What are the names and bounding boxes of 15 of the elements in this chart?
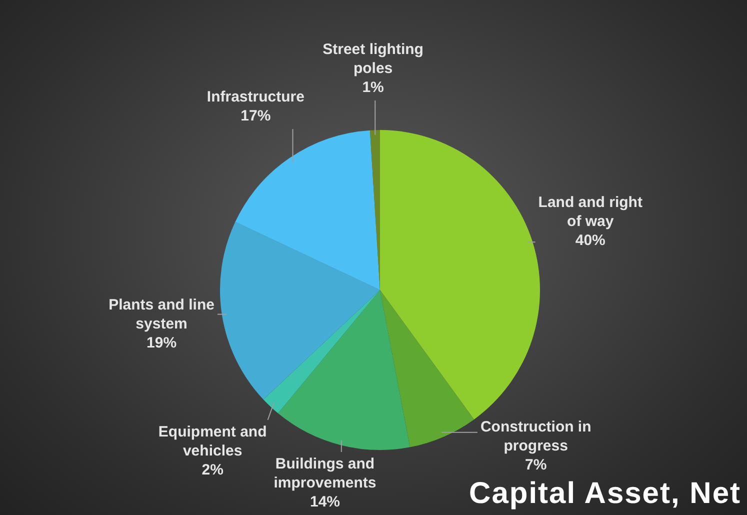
data-label: 14% [310,494,340,511]
slice-label: Infrastructure [206,88,304,106]
data-label: 19% [146,334,177,352]
data-label: 40% [575,232,606,249]
text: Capital Asset, Net [469,477,741,511]
data-label: 1% [362,79,384,96]
slice-label: Plants and line system [108,296,214,333]
data-label: 7% [525,456,547,474]
slice-label: Buildings and improvements [274,456,376,492]
data-label: 17% [240,108,271,125]
slice-label: Land and right of way [538,194,642,230]
slice-label: Street lighting poles [322,41,424,78]
slice-label: Construction in progress [480,418,592,455]
data-label: 2% [202,461,224,478]
slice-label: Equipment and vehicles [158,423,267,460]
